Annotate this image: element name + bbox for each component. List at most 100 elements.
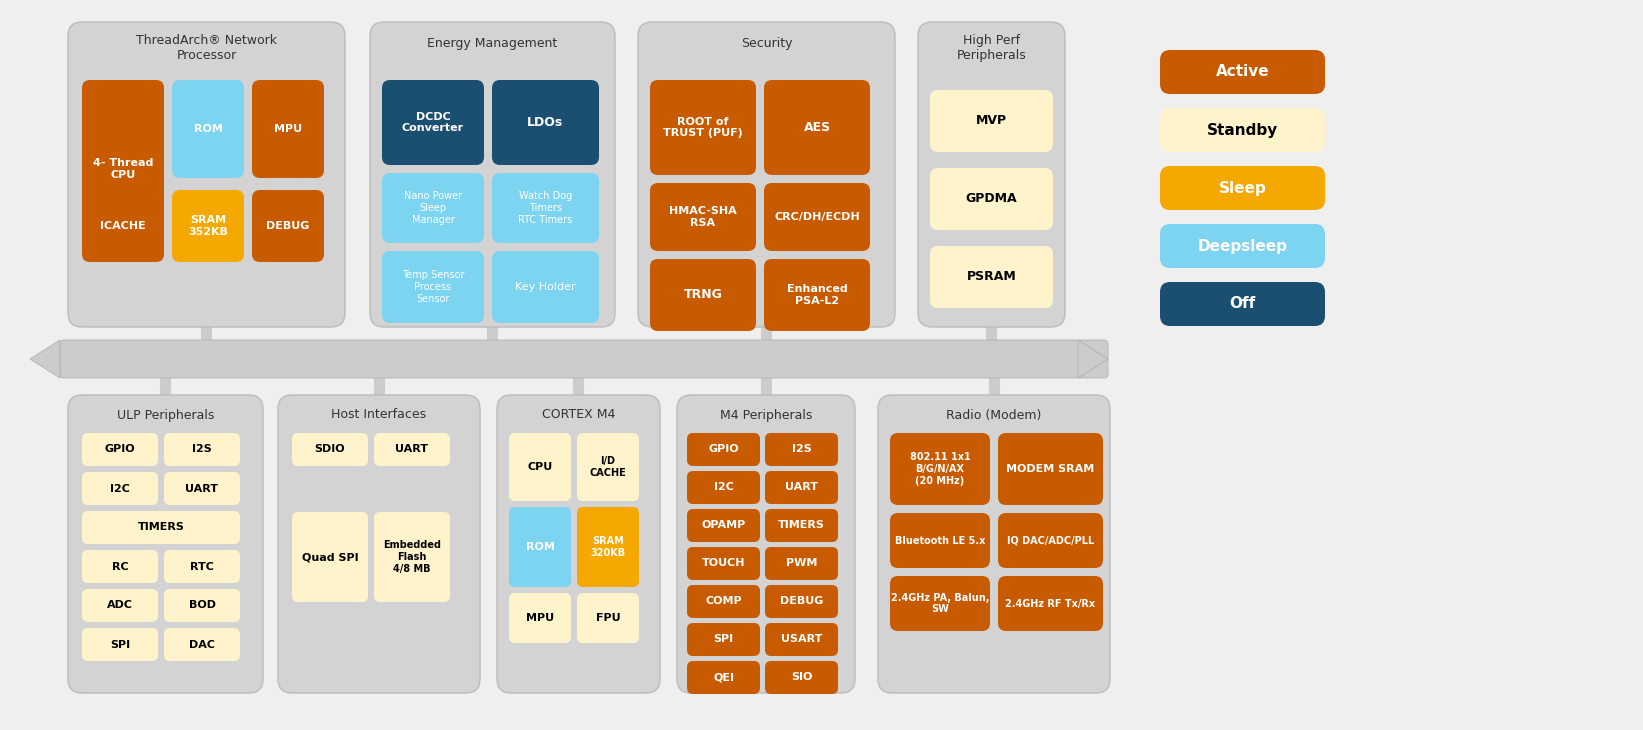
FancyBboxPatch shape xyxy=(383,251,485,323)
FancyBboxPatch shape xyxy=(82,589,158,622)
Text: 802.11 1x1
B/G/N/AX
(20 MHz): 802.11 1x1 B/G/N/AX (20 MHz) xyxy=(910,453,971,485)
Text: Standby: Standby xyxy=(1208,123,1278,137)
Text: MPU: MPU xyxy=(526,613,554,623)
FancyBboxPatch shape xyxy=(82,433,158,466)
FancyBboxPatch shape xyxy=(687,471,761,504)
Text: SRAM
320KB: SRAM 320KB xyxy=(590,537,626,558)
FancyBboxPatch shape xyxy=(891,513,991,568)
FancyBboxPatch shape xyxy=(383,173,485,243)
FancyBboxPatch shape xyxy=(509,593,572,643)
FancyBboxPatch shape xyxy=(677,395,854,693)
FancyBboxPatch shape xyxy=(496,395,660,693)
FancyBboxPatch shape xyxy=(278,395,480,693)
Text: ThreadArch® Network
Processor: ThreadArch® Network Processor xyxy=(136,34,278,62)
Text: ROM: ROM xyxy=(194,124,222,134)
FancyBboxPatch shape xyxy=(82,628,158,661)
FancyBboxPatch shape xyxy=(82,472,158,505)
Text: Key Holder: Key Holder xyxy=(516,282,575,292)
FancyBboxPatch shape xyxy=(164,433,240,466)
FancyBboxPatch shape xyxy=(577,593,639,643)
Text: UART: UART xyxy=(396,445,429,455)
Text: MPU: MPU xyxy=(274,124,302,134)
Text: SPI: SPI xyxy=(110,639,130,650)
FancyBboxPatch shape xyxy=(1160,224,1324,268)
FancyBboxPatch shape xyxy=(637,22,895,327)
Text: ROOT of
TRUST (PUF): ROOT of TRUST (PUF) xyxy=(664,117,743,138)
Text: Security: Security xyxy=(741,36,792,50)
Text: DCDC
Converter: DCDC Converter xyxy=(403,112,463,134)
Text: Active: Active xyxy=(1216,64,1270,80)
FancyBboxPatch shape xyxy=(375,433,450,466)
Text: USART: USART xyxy=(780,634,822,645)
FancyBboxPatch shape xyxy=(651,183,756,251)
FancyBboxPatch shape xyxy=(173,190,245,262)
Text: GPDMA: GPDMA xyxy=(966,193,1017,206)
Text: TIMERS: TIMERS xyxy=(138,523,184,532)
FancyBboxPatch shape xyxy=(164,628,240,661)
FancyBboxPatch shape xyxy=(651,80,756,175)
FancyBboxPatch shape xyxy=(687,661,761,694)
FancyBboxPatch shape xyxy=(877,395,1111,693)
Text: DEBUG: DEBUG xyxy=(266,221,309,231)
FancyBboxPatch shape xyxy=(491,80,600,165)
Text: TIMERS: TIMERS xyxy=(779,520,825,531)
Text: Host Interfaces: Host Interfaces xyxy=(332,409,427,421)
FancyBboxPatch shape xyxy=(1160,108,1324,152)
FancyBboxPatch shape xyxy=(67,22,345,327)
Text: MODEM SRAM: MODEM SRAM xyxy=(1007,464,1094,474)
Text: TRNG: TRNG xyxy=(683,288,723,301)
Text: Enhanced
PSA-L2: Enhanced PSA-L2 xyxy=(787,284,848,306)
Text: Temp Sensor
Process
Sensor: Temp Sensor Process Sensor xyxy=(403,270,465,304)
FancyBboxPatch shape xyxy=(61,340,1107,378)
FancyBboxPatch shape xyxy=(173,80,245,178)
Text: SRAM
352KB: SRAM 352KB xyxy=(187,215,228,237)
FancyBboxPatch shape xyxy=(930,246,1053,308)
FancyBboxPatch shape xyxy=(82,550,158,583)
Text: LDOs: LDOs xyxy=(527,116,564,129)
Text: Watch Dog
Timers
RTC Timers: Watch Dog Timers RTC Timers xyxy=(519,191,573,225)
FancyBboxPatch shape xyxy=(687,433,761,466)
Text: AES: AES xyxy=(803,121,831,134)
FancyBboxPatch shape xyxy=(891,433,991,505)
Polygon shape xyxy=(1078,340,1107,378)
FancyBboxPatch shape xyxy=(375,512,450,602)
FancyBboxPatch shape xyxy=(764,183,871,251)
Text: I2C: I2C xyxy=(110,483,130,493)
FancyBboxPatch shape xyxy=(918,22,1065,327)
FancyBboxPatch shape xyxy=(687,585,761,618)
Text: CPU: CPU xyxy=(527,462,552,472)
FancyBboxPatch shape xyxy=(251,80,324,178)
FancyBboxPatch shape xyxy=(651,259,756,331)
Text: I2C: I2C xyxy=(713,483,733,493)
Text: COMP: COMP xyxy=(705,596,741,607)
Text: Deepsleep: Deepsleep xyxy=(1198,239,1288,253)
Text: 2.4GHz RF Tx/Rx: 2.4GHz RF Tx/Rx xyxy=(1006,599,1096,609)
FancyBboxPatch shape xyxy=(997,433,1102,505)
Text: CRC/DH/ECDH: CRC/DH/ECDH xyxy=(774,212,859,222)
Text: Sleep: Sleep xyxy=(1219,180,1267,196)
FancyBboxPatch shape xyxy=(491,173,600,243)
FancyBboxPatch shape xyxy=(687,547,761,580)
Text: UART: UART xyxy=(785,483,818,493)
FancyBboxPatch shape xyxy=(577,507,639,587)
FancyBboxPatch shape xyxy=(766,547,838,580)
FancyBboxPatch shape xyxy=(383,80,485,165)
FancyBboxPatch shape xyxy=(764,80,871,175)
Text: I/D
CACHE: I/D CACHE xyxy=(590,456,626,478)
FancyBboxPatch shape xyxy=(687,509,761,542)
Text: ADC: ADC xyxy=(107,601,133,610)
FancyBboxPatch shape xyxy=(930,168,1053,230)
Text: Off: Off xyxy=(1229,296,1255,312)
Text: BOD: BOD xyxy=(189,601,215,610)
Text: FPU: FPU xyxy=(596,613,621,623)
Text: RC: RC xyxy=(112,561,128,572)
FancyBboxPatch shape xyxy=(491,251,600,323)
FancyBboxPatch shape xyxy=(1160,50,1324,94)
Text: UART: UART xyxy=(186,483,219,493)
Text: 4- Thread
CPU: 4- Thread CPU xyxy=(92,158,153,180)
FancyBboxPatch shape xyxy=(764,259,871,331)
FancyBboxPatch shape xyxy=(1160,166,1324,210)
Text: PSRAM: PSRAM xyxy=(966,271,1017,283)
FancyBboxPatch shape xyxy=(766,623,838,656)
FancyBboxPatch shape xyxy=(164,472,240,505)
